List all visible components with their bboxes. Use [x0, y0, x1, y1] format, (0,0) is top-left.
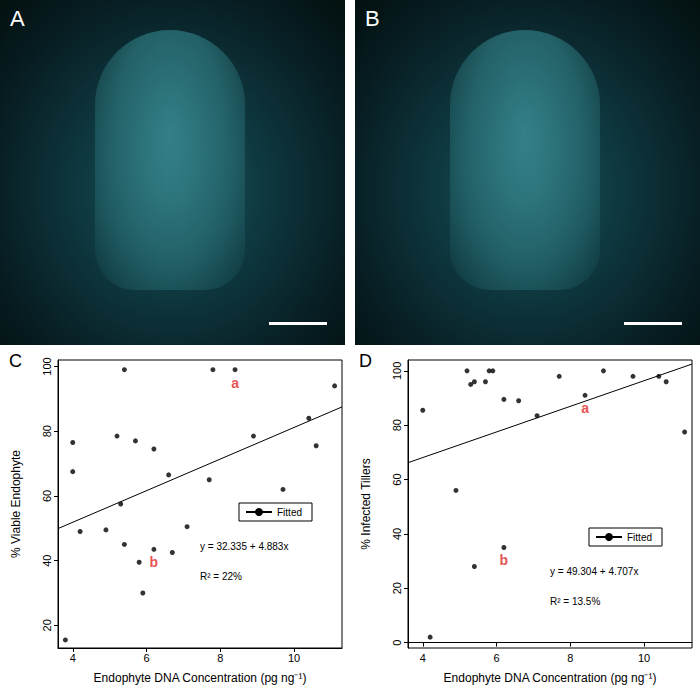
svg-text:60: 60: [41, 490, 53, 502]
svg-text:b: b: [150, 554, 159, 570]
svg-text:% Infected Tillers: % Infected Tillers: [359, 458, 373, 549]
svg-text:20: 20: [391, 582, 403, 594]
svg-text:R² = 13.5%: R² = 13.5%: [550, 596, 600, 607]
svg-text:8: 8: [567, 652, 573, 664]
svg-text:80: 80: [41, 425, 53, 437]
svg-text:100: 100: [41, 357, 53, 375]
svg-text:40: 40: [391, 528, 403, 540]
svg-text:b: b: [500, 552, 509, 568]
svg-text:Endophyte DNA Concentration (p: Endophyte DNA Concentration (pg ng⁻¹): [444, 671, 657, 685]
html-text:B: B: [365, 6, 380, 31]
svg-text:a: a: [581, 400, 589, 416]
html-text:A: A: [10, 6, 25, 31]
svg-text:Endophyte DNA Concentration (p: Endophyte DNA Concentration (pg ng⁻¹): [94, 671, 307, 685]
svg-text:10: 10: [638, 652, 650, 664]
svg-text:Fitted: Fitted: [277, 507, 302, 518]
svg-text:6: 6: [493, 652, 499, 664]
svg-text:4: 4: [420, 652, 426, 664]
svg-text:4: 4: [70, 652, 76, 664]
svg-text:C: C: [9, 351, 22, 371]
svg-text:y = 32.335 + 4.883x: y = 32.335 + 4.883x: [200, 541, 288, 552]
svg-text:6: 6: [143, 652, 149, 664]
svg-text:10: 10: [288, 652, 300, 664]
svg-text:y = 49.304 + 4.707x: y = 49.304 + 4.707x: [550, 566, 638, 577]
svg-text:Fitted: Fitted: [627, 532, 652, 543]
svg-text:100: 100: [391, 362, 403, 380]
svg-text:40: 40: [41, 555, 53, 567]
svg-text:8: 8: [217, 652, 223, 664]
svg-text:60: 60: [391, 473, 403, 485]
svg-text:R² = 22%: R² = 22%: [200, 571, 242, 582]
svg-text:D: D: [359, 351, 372, 371]
svg-text:% Viable Endophyte: % Viable Endophyte: [9, 450, 23, 558]
svg-text:20: 20: [41, 619, 53, 631]
svg-text:0: 0: [391, 640, 403, 646]
svg-text:80: 80: [391, 419, 403, 431]
svg-text:a: a: [231, 375, 239, 391]
